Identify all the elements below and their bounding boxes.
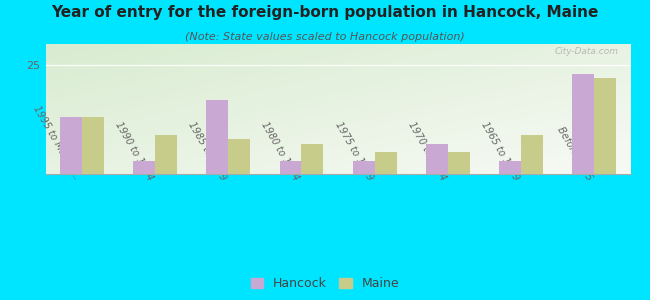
Bar (207, 100, 228, 174)
Text: Year of entry for the foreign-born population in Hancock, Maine: Year of entry for the foreign-born popul… (51, 4, 599, 20)
Bar (594, 78, 616, 174)
Bar (352, 161, 374, 174)
Bar (448, 152, 469, 174)
Bar (572, 74, 594, 174)
Bar (60, 117, 82, 174)
Bar (155, 135, 177, 174)
Bar (302, 144, 324, 174)
Bar (426, 144, 448, 174)
Bar (228, 139, 250, 174)
Bar (280, 161, 302, 174)
Bar (499, 161, 521, 174)
Bar (133, 161, 155, 174)
Legend: Hancock, Maine: Hancock, Maine (247, 273, 403, 294)
Bar (374, 152, 396, 174)
Text: (Note: State values scaled to Hancock population): (Note: State values scaled to Hancock po… (185, 32, 465, 41)
Text: City-Data.com: City-Data.com (555, 47, 619, 56)
Bar (521, 135, 543, 174)
Bar (82, 117, 104, 174)
